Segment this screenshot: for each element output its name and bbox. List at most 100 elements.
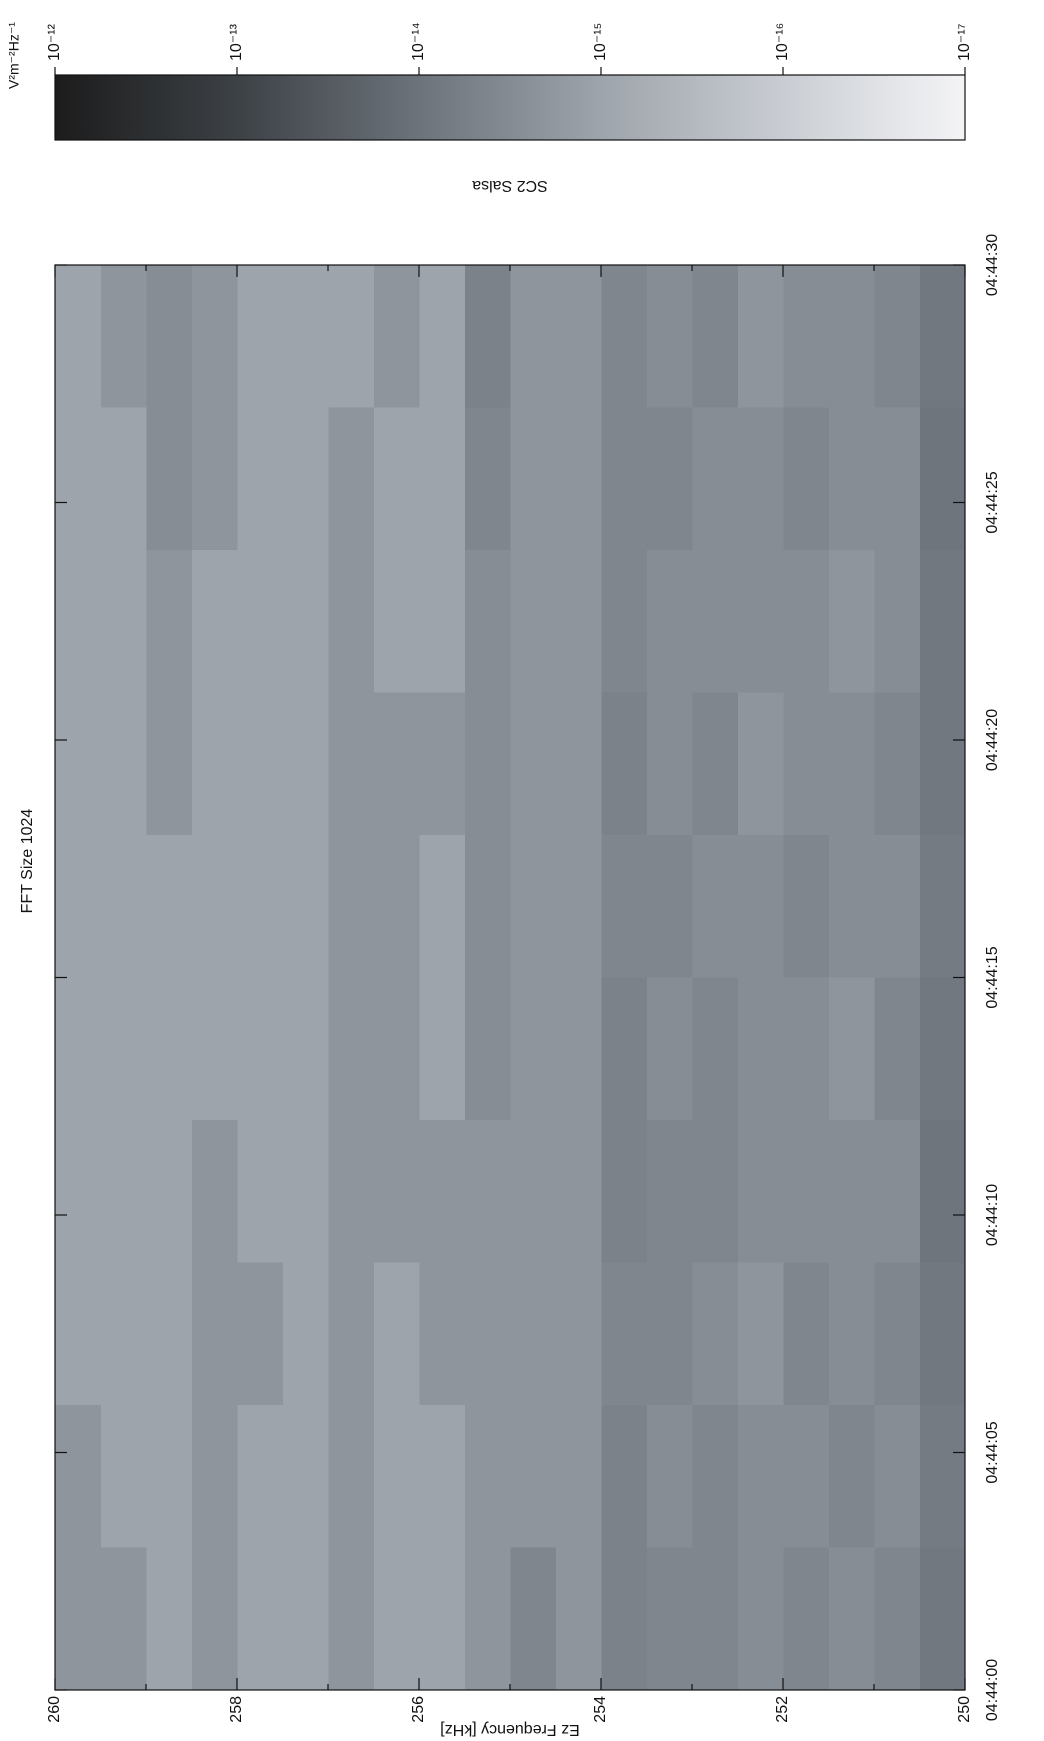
spectrogram-cell [646,1262,693,1405]
spectrogram-cell [100,977,147,1120]
spectrogram-cell [100,1404,147,1548]
x-tick-label: 04:44:00 [984,1659,1001,1721]
spectrogram-cell [282,1404,329,1548]
spectrogram-cell [373,264,420,408]
spectrogram-cell [919,977,966,1120]
spectrogram-cell [601,264,647,408]
spectrogram-cell [828,1404,875,1548]
x-tick-label: 04:44:05 [984,1421,1001,1483]
spectrogram-cell [828,834,875,978]
colorbar [54,74,966,141]
y-tick-label: 258 [228,1696,245,1723]
spectrogram-cell [419,834,465,978]
spectrogram-cell [783,1404,829,1548]
spectrogram-cell [874,1262,920,1405]
spectrogram-cell [737,1547,784,1690]
spectrogram-cell [555,977,602,1120]
spectrogram-cell [828,549,875,693]
spectrogram-cell [328,264,374,408]
spectrogram-cell [601,977,647,1120]
spectrogram-cell [464,834,511,978]
x-tick-label: 04:44:20 [984,709,1001,771]
spectrogram-cell [919,407,966,550]
spectrogram-cell [282,1547,329,1690]
spectrogram-cell [783,977,829,1120]
spectrogram-cell [646,264,693,408]
spectrogram-cell [510,977,556,1120]
spectrogram-cell [373,1404,420,1548]
spectrogram-cell [237,1262,283,1405]
spectrogram-cell [146,1547,192,1690]
spectrogram-cell [828,1262,875,1405]
spectrogram-cell [282,834,329,978]
colorbar-tick-label: 10⁻¹⁴ [410,22,427,61]
spectrogram-cell [874,1119,920,1263]
spectrogram-cell [555,1262,602,1405]
spectrogram-cell [919,834,966,978]
spectrogram-cell [510,264,556,408]
spectrogram-cell [737,1404,784,1548]
spectrogram-cell [510,407,556,550]
spectrogram-cell [237,264,283,408]
spectrogram-cell [919,692,966,835]
spectrogram-cell [919,1262,966,1405]
x-tick-label: 04:44:10 [984,1184,1001,1246]
spectrogram-cell [191,977,238,1120]
spectrogram-cell [874,549,920,693]
spectrogram-cell [646,1119,693,1263]
spectrogram-cell [191,1404,238,1548]
spectrogram-cell [328,692,374,835]
spectrogram-cell [555,407,602,550]
spectrogram-cell [737,834,784,978]
y-axis-label: Ez Frequency [kHz] [440,1721,580,1738]
spectrogram-cell [692,834,738,978]
spectrogram-cell [783,1262,829,1405]
spectrogram-cell [601,549,647,693]
spectrogram-cell [100,1547,147,1690]
spectrogram-cell [919,549,966,693]
spectrogram-cell [601,1404,647,1548]
spectrogram-cell [737,549,784,693]
spectrogram-cell [874,407,920,550]
spectrogram-cell [828,1547,875,1690]
spectrogram-cell [55,1404,101,1548]
spectrogram-cell [783,834,829,978]
chart-title: FFT Size 1024 [19,809,36,914]
spectrogram-cell [419,549,465,693]
spectrogram-cell [282,549,329,693]
spectrogram-cell [464,1404,511,1548]
spectrogram-cell [692,407,738,550]
spectrogram-cell [692,1119,738,1263]
spectrogram-cell [55,692,101,835]
spectrogram-cell [828,407,875,550]
spectrogram-cell [510,1547,556,1690]
spectrogram-cell [100,407,147,550]
spectrogram-cell [328,1119,374,1263]
spectrogram-cell [510,692,556,835]
spectrogram-cell [464,407,511,550]
spectrogram-cell [737,977,784,1120]
spectrogram-cell [100,1119,147,1263]
spectrogram-cell [464,1262,511,1405]
spectrogram-cell [282,692,329,835]
spectrogram-cell [328,1547,374,1690]
colorbar-tick-label: 10⁻¹⁵ [592,23,609,61]
spectrogram-cell [737,407,784,550]
spectrogram-cell [55,549,101,693]
spectrogram-cell [100,692,147,835]
spectrogram-cell [828,977,875,1120]
spectrogram-cell [191,1262,238,1405]
spectrogram-cell [919,1119,966,1263]
spectrogram-cell [510,1262,556,1405]
spectrogram-cell [373,692,420,835]
spectrogram-cell [282,977,329,1120]
rotated-figure: FFT Size 1024 Ez Frequency [kHz] SC2 Sal… [6,22,1002,1738]
spectrogram-cell [328,977,374,1120]
spectrogram-cell [146,977,192,1120]
spectrogram-cell [692,692,738,835]
spectrogram-cell [146,1262,192,1405]
spectrogram-cell [692,549,738,693]
spectrogram-cell [419,692,465,835]
spectrogram-cell [55,1119,101,1263]
spectrogram-cell [692,1262,738,1405]
